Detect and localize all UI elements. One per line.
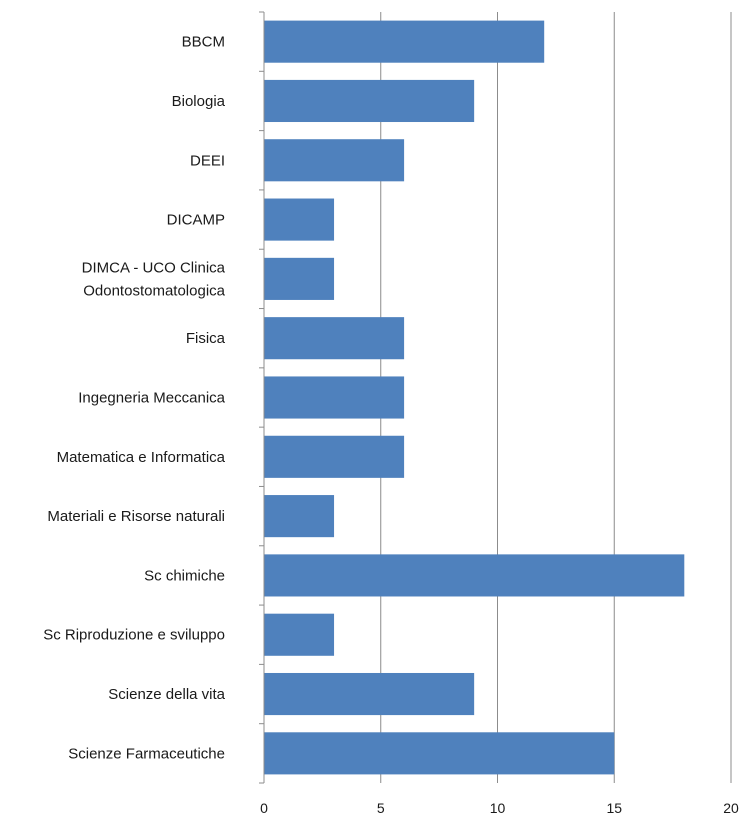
x-tick-labels: 0 5 10 15 20 — [260, 800, 739, 816]
bars — [264, 21, 684, 775]
category-label: Ingegneria Meccanica — [78, 390, 225, 407]
category-labels: BBCM Biologia DEEI DICAMP DIMCA - UCO Clinic… — [43, 34, 225, 763]
x-tick-label: 5 — [377, 800, 385, 816]
category-axis — [259, 12, 264, 783]
category-label: Fisica — [186, 330, 226, 347]
bar — [264, 673, 474, 715]
bar — [264, 495, 334, 537]
bar — [264, 258, 334, 300]
bar — [264, 317, 404, 359]
bar — [264, 614, 334, 656]
x-tick-label: 15 — [606, 800, 622, 816]
category-label: Matematica e Informatica — [57, 449, 226, 466]
bar — [264, 199, 334, 241]
category-label: Scienze Farmaceutiche — [68, 745, 225, 762]
bar — [264, 732, 614, 774]
x-tick-label: 10 — [490, 800, 506, 816]
bar — [264, 436, 404, 478]
gridlines — [381, 12, 731, 783]
category-label: DIMCA - UCO ClinicaOdontostomatologica — [82, 259, 226, 299]
x-tick-label: 0 — [260, 800, 268, 816]
category-label: Sc Riproduzione e sviluppo — [43, 627, 225, 644]
category-label: Scienze della vita — [108, 686, 225, 703]
bar — [264, 21, 544, 63]
bar — [264, 80, 474, 122]
category-label: Biologia — [172, 93, 226, 110]
bar — [264, 554, 684, 596]
category-label: Materiali e Risorse naturali — [47, 508, 225, 525]
category-label: DICAMP — [167, 212, 225, 229]
x-tick-label: 20 — [723, 800, 739, 816]
bar — [264, 139, 404, 181]
category-label: DEEI — [190, 152, 225, 169]
bar — [264, 376, 404, 418]
category-label: Sc chimiche — [144, 567, 225, 584]
category-label: BBCM — [182, 34, 225, 51]
